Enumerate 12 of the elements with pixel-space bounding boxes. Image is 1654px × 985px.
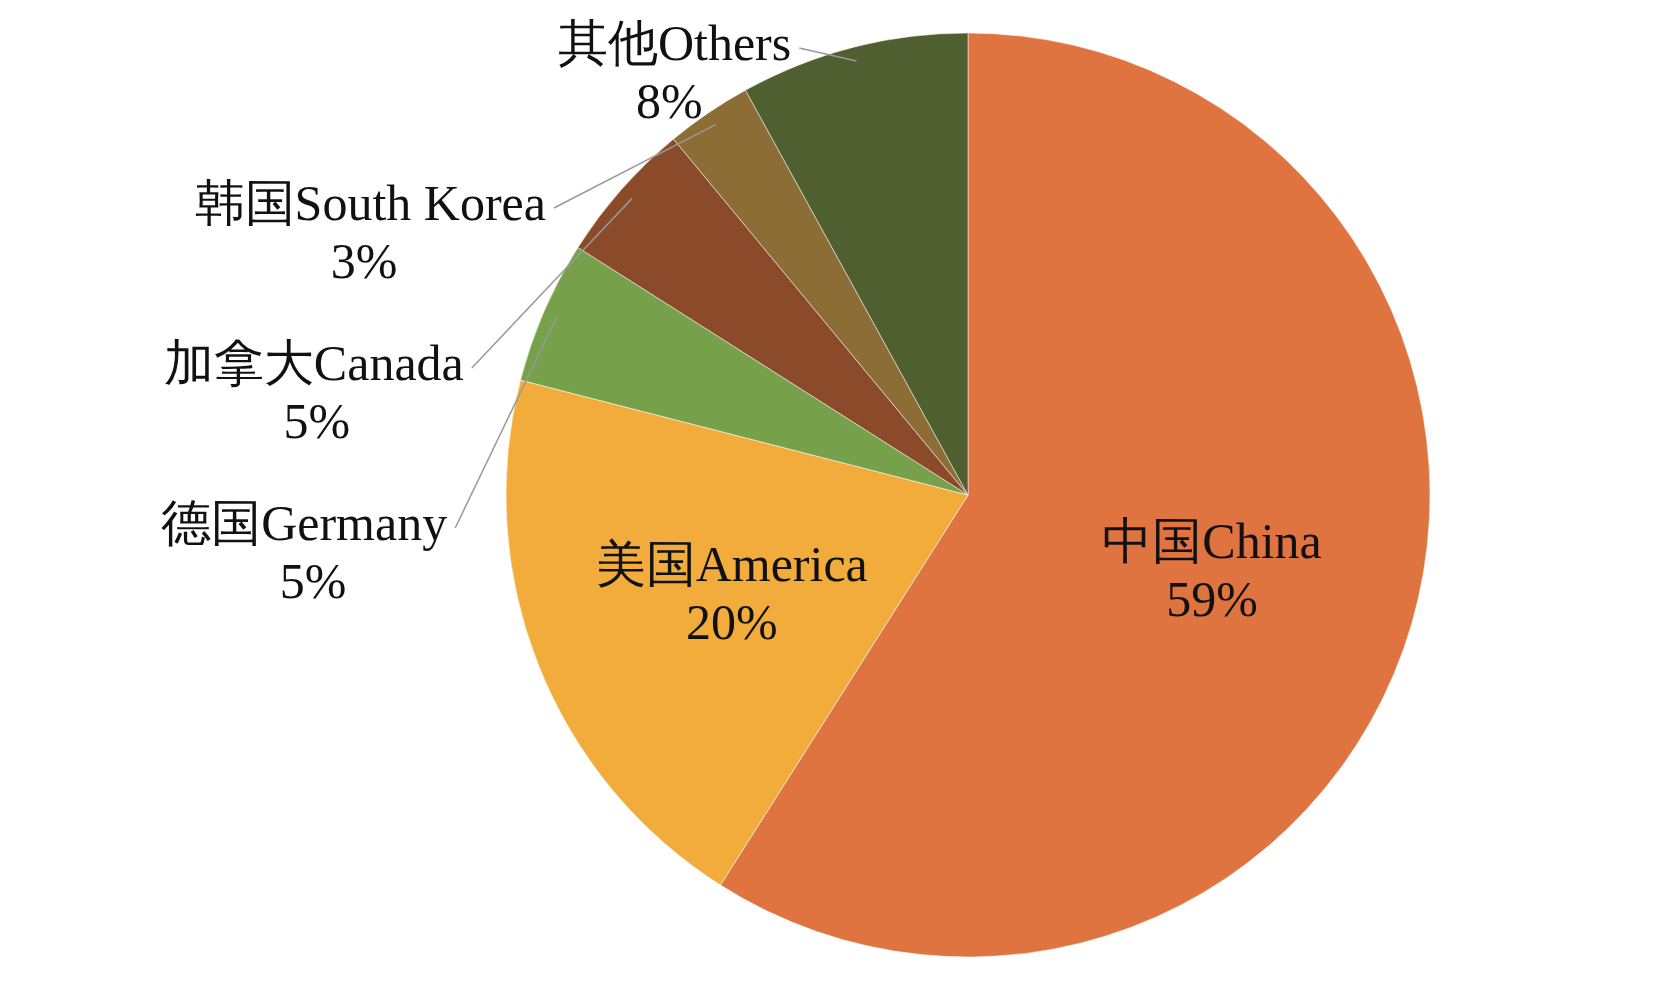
slice-label: 韩国South Korea (194, 175, 546, 231)
slice-label: 加拿大Canada (163, 335, 464, 391)
data-label: 8% (635, 73, 703, 129)
data-label: 59% (1166, 570, 1258, 627)
slice-label: 德国Germany (161, 495, 448, 551)
slice-label: 美国America (595, 535, 868, 592)
data-label: 5% (283, 393, 351, 449)
slice-label: 中国China (1102, 512, 1322, 569)
data-label: 20% (685, 593, 778, 650)
slice-label: 其他Others (557, 15, 792, 71)
data-label: 3% (330, 233, 398, 289)
data-label: 5% (279, 553, 347, 609)
